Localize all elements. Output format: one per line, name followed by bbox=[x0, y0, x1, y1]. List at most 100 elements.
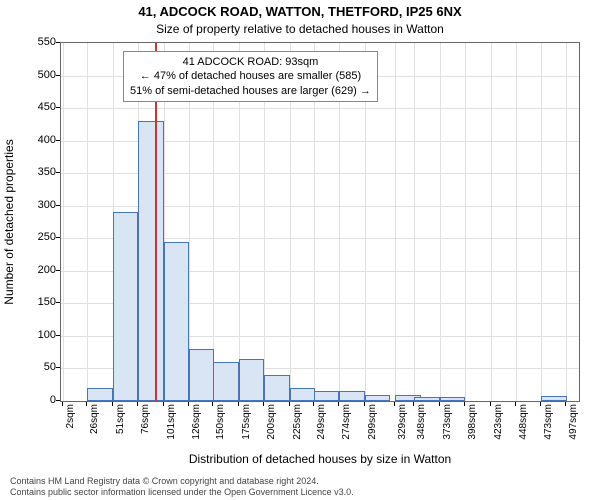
xtick-label: 398sqm bbox=[467, 404, 478, 440]
xtick-label: 200sqm bbox=[266, 404, 277, 440]
xtick-label: 274sqm bbox=[341, 404, 352, 440]
ytick-label: 250 bbox=[6, 231, 56, 243]
xtick-mark bbox=[188, 402, 189, 406]
ytick-mark bbox=[56, 302, 60, 303]
xtick-mark bbox=[364, 402, 365, 406]
xtick-mark bbox=[413, 402, 414, 406]
histogram-bar bbox=[87, 388, 112, 401]
ytick-mark bbox=[56, 335, 60, 336]
ytick-label: 300 bbox=[6, 199, 56, 211]
xtick-label: 225sqm bbox=[292, 404, 303, 440]
xtick-mark bbox=[137, 402, 138, 406]
histogram-bar bbox=[365, 395, 390, 402]
ytick-mark bbox=[56, 270, 60, 271]
annotation-line2: ← 47% of detached houses are smaller (58… bbox=[130, 69, 371, 83]
histogram-bar bbox=[113, 212, 138, 401]
gridline-v bbox=[440, 43, 441, 401]
gridline-v bbox=[414, 43, 415, 401]
ytick-mark bbox=[56, 205, 60, 206]
ytick-label: 100 bbox=[6, 329, 56, 341]
title-sub: Size of property relative to detached ho… bbox=[0, 22, 600, 36]
ytick-mark bbox=[56, 172, 60, 173]
ytick-label: 0 bbox=[6, 394, 56, 406]
xtick-label: 299sqm bbox=[367, 404, 378, 440]
histogram-bar bbox=[138, 121, 163, 401]
xtick-mark bbox=[163, 402, 164, 406]
ytick-mark bbox=[56, 367, 60, 368]
x-axis-label: Distribution of detached houses by size … bbox=[60, 452, 580, 466]
histogram-bar bbox=[239, 359, 264, 401]
ytick-mark bbox=[56, 75, 60, 76]
xtick-mark bbox=[112, 402, 113, 406]
annotation-box: 41 ADCOCK ROAD: 93sqm ← 47% of detached … bbox=[123, 51, 378, 102]
ytick-mark bbox=[56, 400, 60, 401]
histogram-bar bbox=[440, 397, 465, 401]
ytick-mark bbox=[56, 237, 60, 238]
xtick-mark bbox=[464, 402, 465, 406]
xtick-label: 448sqm bbox=[518, 404, 529, 440]
xtick-mark bbox=[439, 402, 440, 406]
ytick-mark bbox=[56, 140, 60, 141]
chart-container: 41, ADCOCK ROAD, WATTON, THETFORD, IP25 … bbox=[0, 0, 600, 500]
footer-line1: Contains HM Land Registry data © Crown c… bbox=[10, 476, 590, 487]
ytick-label: 500 bbox=[6, 69, 56, 81]
gridline-v bbox=[465, 43, 466, 401]
xtick-label: 175sqm bbox=[241, 404, 252, 440]
histogram-bar bbox=[339, 391, 364, 401]
ytick-label: 200 bbox=[6, 264, 56, 276]
xtick-label: 126sqm bbox=[191, 404, 202, 440]
footer: Contains HM Land Registry data © Crown c… bbox=[10, 476, 590, 498]
xtick-mark bbox=[565, 402, 566, 406]
xtick-label: 249sqm bbox=[316, 404, 327, 440]
annotation-line1: 41 ADCOCK ROAD: 93sqm bbox=[130, 55, 371, 69]
gridline-v bbox=[395, 43, 396, 401]
plot-area: 41 ADCOCK ROAD: 93sqm ← 47% of detached … bbox=[60, 42, 580, 402]
ytick-mark bbox=[56, 42, 60, 43]
xtick-label: 423sqm bbox=[493, 404, 504, 440]
xtick-label: 2sqm bbox=[65, 404, 76, 428]
ytick-label: 400 bbox=[6, 134, 56, 146]
histogram-bar bbox=[290, 388, 315, 401]
xtick-mark bbox=[338, 402, 339, 406]
histogram-bar bbox=[264, 375, 289, 401]
histogram-bar bbox=[189, 349, 214, 401]
xtick-label: 329sqm bbox=[397, 404, 408, 440]
xtick-label: 373sqm bbox=[442, 404, 453, 440]
xtick-mark bbox=[263, 402, 264, 406]
xtick-mark bbox=[490, 402, 491, 406]
xtick-label: 348sqm bbox=[416, 404, 427, 440]
xtick-label: 51sqm bbox=[115, 404, 126, 434]
xtick-mark bbox=[289, 402, 290, 406]
ytick-label: 350 bbox=[6, 166, 56, 178]
annotation-line3: 51% of semi-detached houses are larger (… bbox=[130, 84, 371, 98]
xtick-mark bbox=[394, 402, 395, 406]
xtick-mark bbox=[515, 402, 516, 406]
ytick-label: 150 bbox=[6, 296, 56, 308]
ytick-label: 450 bbox=[6, 101, 56, 113]
title-main: 41, ADCOCK ROAD, WATTON, THETFORD, IP25 … bbox=[0, 4, 600, 19]
gridline-v bbox=[516, 43, 517, 401]
histogram-bar bbox=[541, 396, 566, 401]
xtick-label: 76sqm bbox=[140, 404, 151, 434]
xtick-label: 497sqm bbox=[568, 404, 579, 440]
gridline-v bbox=[541, 43, 542, 401]
xtick-mark bbox=[540, 402, 541, 406]
histogram-bar bbox=[213, 362, 238, 401]
gridline-v bbox=[63, 43, 64, 401]
xtick-label: 150sqm bbox=[215, 404, 226, 440]
gridline-v bbox=[491, 43, 492, 401]
xtick-mark bbox=[313, 402, 314, 406]
ytick-label: 550 bbox=[6, 36, 56, 48]
xtick-label: 101sqm bbox=[166, 404, 177, 440]
histogram-bar bbox=[164, 242, 189, 401]
xtick-mark bbox=[212, 402, 213, 406]
xtick-label: 26sqm bbox=[89, 404, 100, 434]
gridline-v bbox=[87, 43, 88, 401]
xtick-mark bbox=[86, 402, 87, 406]
xtick-mark bbox=[238, 402, 239, 406]
histogram-bar bbox=[314, 391, 339, 401]
gridline-v bbox=[566, 43, 567, 401]
ytick-label: 50 bbox=[6, 361, 56, 373]
histogram-bar bbox=[414, 397, 439, 401]
footer-line2: Contains public sector information licen… bbox=[10, 487, 590, 498]
